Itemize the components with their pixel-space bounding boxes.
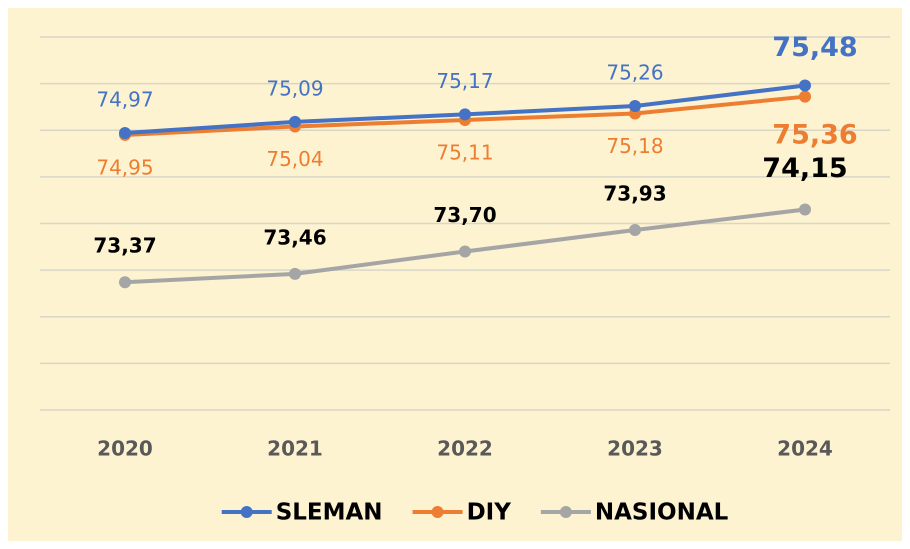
legend-item: DIY bbox=[412, 500, 512, 526]
chart-background bbox=[8, 8, 902, 541]
x-tick-label: 2024 bbox=[777, 437, 833, 461]
legend-label: SLEMAN bbox=[276, 500, 383, 526]
x-tick-label: 2020 bbox=[97, 437, 153, 461]
legend-marker bbox=[240, 506, 253, 518]
point bbox=[799, 203, 811, 216]
x-tick-label: 2021 bbox=[267, 437, 323, 461]
point bbox=[799, 90, 811, 103]
point bbox=[799, 79, 811, 92]
point bbox=[119, 127, 131, 140]
data-label: 75,17 bbox=[436, 69, 493, 93]
legend-label: NASIONAL bbox=[595, 500, 729, 526]
data-label: 75,04 bbox=[266, 147, 323, 171]
data-label: 75,26 bbox=[606, 61, 663, 85]
legend-marker bbox=[431, 506, 444, 518]
data-label: 73,46 bbox=[263, 225, 326, 249]
legend-item: NASIONAL bbox=[540, 500, 729, 526]
point bbox=[289, 115, 301, 128]
point bbox=[629, 100, 641, 113]
legend-marker bbox=[559, 506, 572, 518]
data-label: 75,09 bbox=[266, 76, 323, 100]
data-label: 73,93 bbox=[603, 182, 666, 206]
data-label: 75,11 bbox=[436, 140, 493, 164]
data-label: 75,48 bbox=[772, 32, 857, 63]
point bbox=[459, 245, 471, 258]
point bbox=[119, 276, 131, 289]
data-label: 74,97 bbox=[96, 88, 153, 112]
x-tick-label: 2022 bbox=[437, 437, 493, 461]
x-tick-label: 2023 bbox=[607, 437, 663, 461]
data-label: 73,37 bbox=[93, 234, 156, 258]
data-label: 75,18 bbox=[606, 134, 663, 158]
point bbox=[629, 224, 641, 237]
data-label: 74,15 bbox=[762, 153, 847, 184]
point bbox=[289, 267, 301, 280]
data-label: 74,95 bbox=[96, 155, 153, 179]
legend-item: SLEMAN bbox=[221, 500, 383, 526]
legend-label: DIY bbox=[467, 500, 512, 526]
point bbox=[459, 108, 471, 121]
data-label: 75,36 bbox=[772, 119, 857, 150]
data-label: 73,70 bbox=[433, 203, 496, 227]
